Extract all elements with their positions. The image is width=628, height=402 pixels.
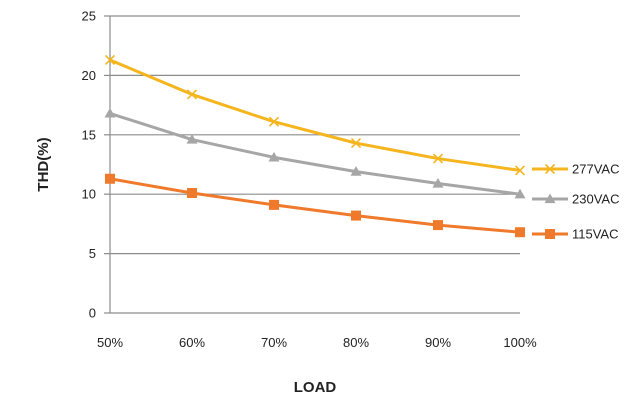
series-230VAC <box>104 107 526 199</box>
data-point <box>104 107 116 118</box>
legend-marker <box>544 193 556 204</box>
y-tick-labels: 0 5 10 15 20 25 <box>82 9 96 321</box>
data-point <box>105 173 115 184</box>
legend-marker <box>545 229 555 239</box>
y-tick-label: 15 <box>82 127 96 142</box>
series-line <box>109 58 521 172</box>
data-point <box>186 89 198 100</box>
x-tick-label: 70% <box>261 335 287 350</box>
data-point <box>432 153 444 164</box>
x-axis-title: LOAD <box>294 379 337 396</box>
data-point <box>350 166 362 176</box>
y-axis-title: THD(%) <box>35 137 52 191</box>
legend-item-230VAC: 230VAC <box>532 192 619 207</box>
series-group <box>104 54 526 238</box>
data-point <box>268 151 280 162</box>
legend-label: 230VAC <box>572 192 619 207</box>
y-tick-label: 25 <box>82 9 96 24</box>
legend-label: 277VAC <box>572 162 619 177</box>
series-115VAC <box>105 173 525 238</box>
data-point <box>514 165 526 176</box>
series-277VAC <box>104 54 526 176</box>
data-point <box>432 178 444 188</box>
x-tick-labels: 50% 60% 70% 80% 90% 100% <box>97 335 537 350</box>
legend-marker <box>544 163 556 175</box>
x-tick-label: 100% <box>503 335 537 350</box>
data-point <box>104 54 116 66</box>
y-tick-label: 0 <box>89 306 96 321</box>
legend-item-277VAC: 277VAC <box>532 162 619 177</box>
x-tick-label: 90% <box>425 335 451 350</box>
y-tick-label: 20 <box>82 68 96 83</box>
legend: 277VAC 230VAC 115VAC <box>532 162 619 242</box>
data-point <box>351 210 361 221</box>
legend-item-115VAC: 115VAC <box>532 227 619 242</box>
legend-label: 115VAC <box>572 227 619 242</box>
axes <box>104 15 520 314</box>
gridlines <box>110 15 520 255</box>
data-point <box>515 227 525 238</box>
x-tick-label: 60% <box>179 335 205 350</box>
y-tick-label: 10 <box>82 187 96 202</box>
x-tick-label: 80% <box>343 335 369 350</box>
series-line <box>109 177 521 234</box>
data-point <box>433 220 443 231</box>
data-point <box>268 116 280 127</box>
data-point <box>186 134 198 144</box>
data-point <box>187 188 197 199</box>
data-point <box>269 199 279 210</box>
y-tick-label: 5 <box>89 246 96 261</box>
x-tick-label: 50% <box>97 335 123 350</box>
data-point <box>514 188 526 199</box>
data-point <box>350 138 362 149</box>
series-line <box>109 111 521 196</box>
